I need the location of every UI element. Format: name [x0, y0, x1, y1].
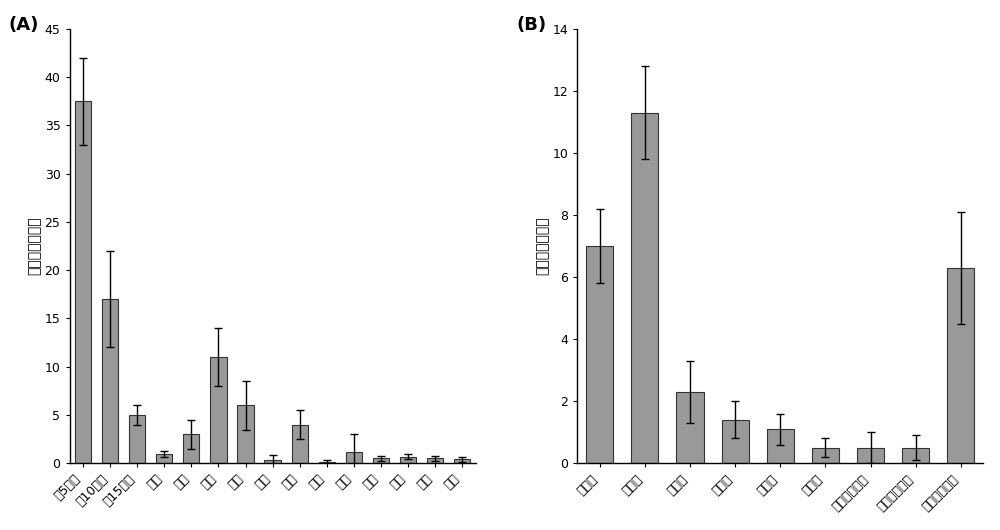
- Bar: [767, 429, 794, 463]
- Bar: [75, 101, 91, 463]
- Bar: [427, 458, 443, 463]
- Bar: [346, 452, 362, 463]
- Bar: [902, 448, 929, 463]
- Bar: [102, 299, 118, 463]
- Text: (A): (A): [9, 16, 39, 34]
- Bar: [400, 456, 416, 463]
- Bar: [947, 268, 974, 463]
- Bar: [373, 458, 389, 463]
- Bar: [292, 425, 308, 463]
- Bar: [857, 448, 884, 463]
- Y-axis label: 基因相对表达量: 基因相对表达量: [28, 217, 42, 276]
- Bar: [812, 448, 839, 463]
- Bar: [237, 405, 254, 463]
- Bar: [129, 415, 145, 463]
- Bar: [631, 113, 658, 463]
- Bar: [156, 454, 172, 463]
- Text: (B): (B): [516, 16, 546, 34]
- Bar: [722, 420, 749, 463]
- Bar: [210, 357, 227, 463]
- Y-axis label: 基因相对表达量: 基因相对表达量: [535, 217, 549, 276]
- Bar: [454, 460, 470, 463]
- Bar: [319, 462, 335, 463]
- Bar: [264, 461, 281, 463]
- Bar: [676, 392, 704, 463]
- Bar: [586, 246, 613, 463]
- Bar: [183, 434, 199, 463]
